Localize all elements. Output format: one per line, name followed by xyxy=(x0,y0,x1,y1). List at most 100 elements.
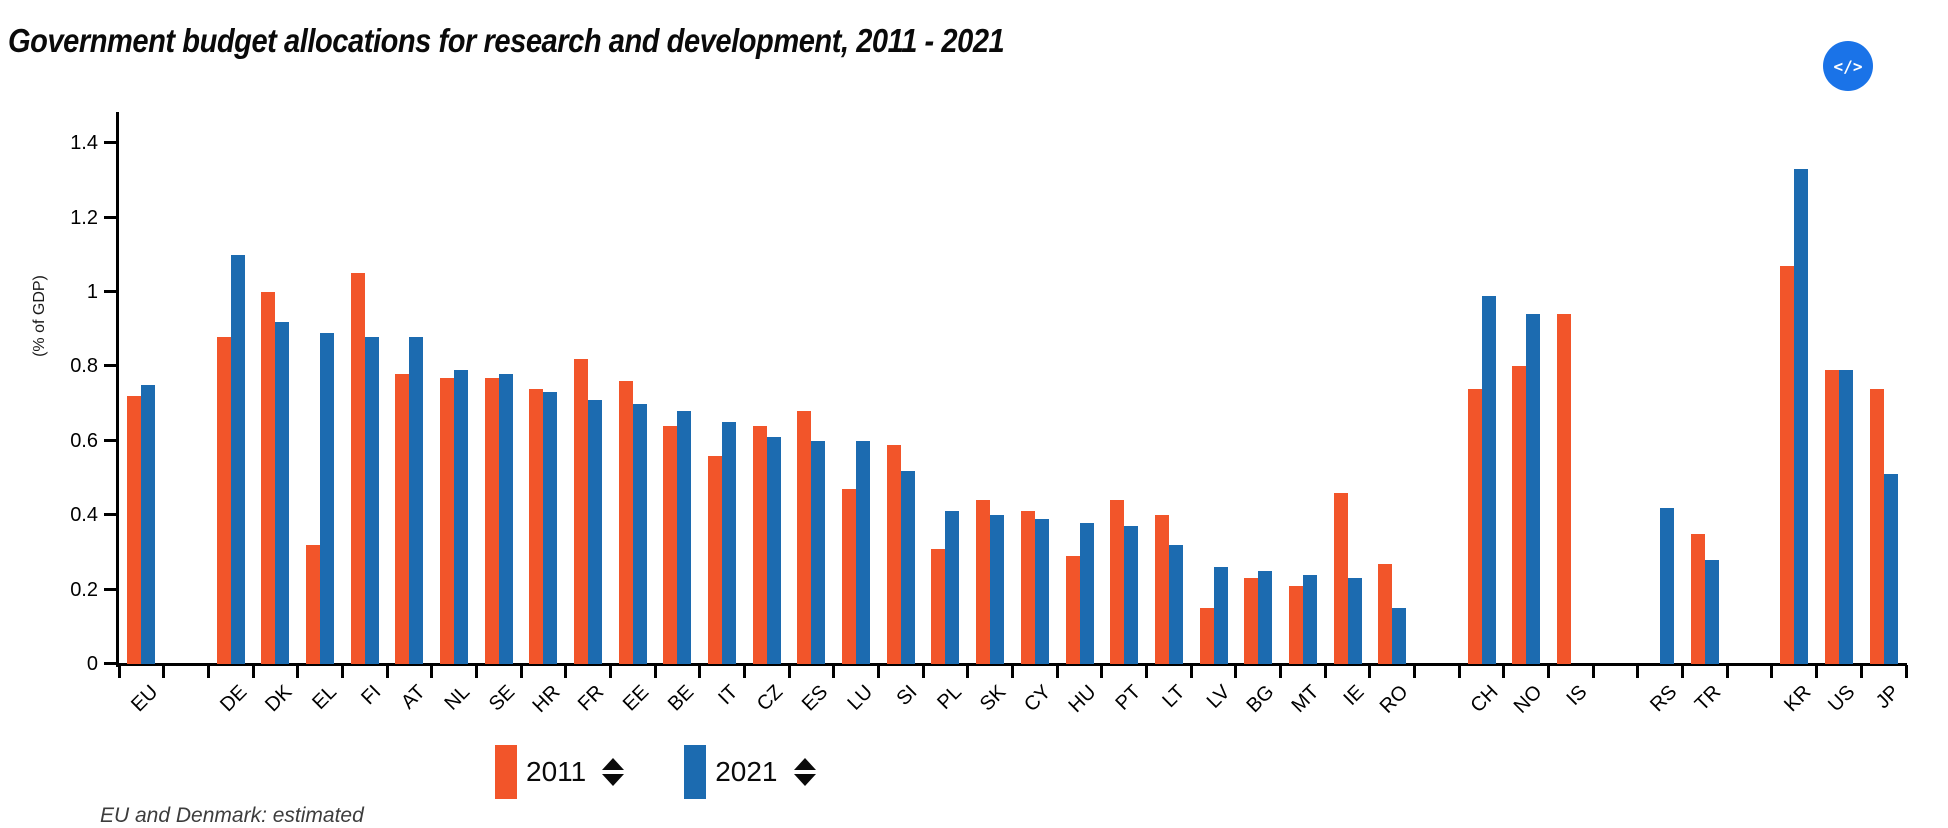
bar-2021-EL[interactable] xyxy=(320,332,335,664)
bar-2021-IT[interactable] xyxy=(722,422,737,664)
bar-2021-EE[interactable] xyxy=(632,403,647,664)
x-category-label-HR: HR xyxy=(527,681,564,717)
x-category-label-CZ: CZ xyxy=(752,681,788,716)
bar-2011-FI[interactable] xyxy=(350,273,365,664)
bar-2021-DK[interactable] xyxy=(275,321,290,664)
bar-2021-CH[interactable] xyxy=(1481,295,1496,664)
bar-2021-BG[interactable] xyxy=(1258,571,1273,664)
bar-2021-SI[interactable] xyxy=(900,470,915,664)
x-category-label-DE: DE xyxy=(216,681,252,717)
bar-2011-ES[interactable] xyxy=(797,411,812,664)
embed-code-button[interactable]: </> xyxy=(1823,41,1873,91)
x-category-label-EU: EU xyxy=(126,681,162,717)
bar-2011-SK[interactable] xyxy=(976,500,991,664)
bar-2021-SK[interactable] xyxy=(990,515,1005,664)
bar-2011-EU[interactable] xyxy=(127,396,142,664)
bar-2011-HU[interactable] xyxy=(1065,556,1080,664)
bar-2021-TR[interactable] xyxy=(1704,559,1719,664)
bar-2011-AT[interactable] xyxy=(395,373,410,664)
x-category-label-SE: SE xyxy=(484,681,520,716)
y-axis-tick xyxy=(104,438,116,442)
y-axis-tick xyxy=(104,215,116,219)
x-axis-tick xyxy=(966,665,970,678)
bar-2021-NO[interactable] xyxy=(1526,314,1541,664)
x-axis-tick xyxy=(787,665,791,678)
x-axis-tick xyxy=(608,665,612,678)
x-category-label-AT: AT xyxy=(397,681,430,714)
bar-2011-JP[interactable] xyxy=(1869,388,1884,664)
bar-2011-IT[interactable] xyxy=(708,455,723,664)
bar-2011-NL[interactable] xyxy=(440,377,455,664)
bar-2011-CH[interactable] xyxy=(1467,388,1482,664)
x-category-label-LT: LT xyxy=(1158,681,1190,713)
bar-2021-DE[interactable] xyxy=(230,254,245,664)
bar-2011-LV[interactable] xyxy=(1199,608,1214,664)
bar-2011-IS[interactable] xyxy=(1556,314,1571,664)
x-axis-tick xyxy=(1279,665,1283,678)
bar-2011-BE[interactable] xyxy=(663,425,678,664)
bar-2011-RO[interactable] xyxy=(1378,563,1393,664)
bar-2021-AT[interactable] xyxy=(409,336,424,664)
sort-2011-button[interactable] xyxy=(602,758,625,786)
bar-2011-KR[interactable] xyxy=(1780,265,1795,664)
bar-2011-LU[interactable] xyxy=(842,489,857,664)
x-axis-tick xyxy=(1368,665,1372,678)
bar-2021-RS[interactable] xyxy=(1660,507,1675,664)
bar-2021-LU[interactable] xyxy=(856,440,871,664)
bar-2021-PL[interactable] xyxy=(945,511,960,664)
bar-2021-ES[interactable] xyxy=(811,440,826,664)
bar-2011-CZ[interactable] xyxy=(752,425,767,664)
x-axis-tick xyxy=(1457,665,1461,678)
bar-2021-CZ[interactable] xyxy=(766,437,781,664)
bar-2011-EL[interactable] xyxy=(306,544,321,664)
bar-2021-BE[interactable] xyxy=(677,411,692,664)
y-axis-tick xyxy=(104,141,116,145)
bar-2021-HR[interactable] xyxy=(543,392,558,664)
bar-2011-SE[interactable] xyxy=(484,377,499,664)
bar-2011-IE[interactable] xyxy=(1333,492,1348,664)
bar-2021-FI[interactable] xyxy=(364,336,379,664)
bar-2011-DE[interactable] xyxy=(216,336,231,664)
x-category-label-IS: IS xyxy=(1562,681,1592,710)
bar-2011-NO[interactable] xyxy=(1512,366,1527,664)
bar-2021-SE[interactable] xyxy=(498,373,513,664)
x-axis-tick xyxy=(1011,665,1014,678)
bar-2011-PL[interactable] xyxy=(931,548,946,664)
bar-2021-HU[interactable] xyxy=(1079,522,1094,664)
bar-2011-US[interactable] xyxy=(1824,370,1839,664)
bar-2011-DK[interactable] xyxy=(261,292,276,664)
bar-2021-FR[interactable] xyxy=(588,399,603,664)
legend-swatch-2011 xyxy=(495,745,517,799)
bar-2021-LV[interactable] xyxy=(1213,567,1228,664)
sort-2021-button[interactable] xyxy=(793,758,816,786)
bar-2021-PT[interactable] xyxy=(1124,526,1139,664)
bar-2011-SI[interactable] xyxy=(886,444,901,664)
bar-2021-MT[interactable] xyxy=(1302,574,1317,664)
x-axis-tick xyxy=(1323,665,1327,678)
bar-2011-TR[interactable] xyxy=(1690,533,1705,664)
x-category-label-PL: PL xyxy=(933,681,967,714)
bar-2021-US[interactable] xyxy=(1838,370,1853,664)
bar-2011-CY[interactable] xyxy=(1020,511,1035,664)
x-axis-tick xyxy=(1189,665,1193,678)
bar-2021-RO[interactable] xyxy=(1392,608,1407,664)
bar-2021-CY[interactable] xyxy=(1034,518,1049,664)
bar-2011-HR[interactable] xyxy=(529,388,544,664)
x-category-label-FR: FR xyxy=(574,681,609,716)
bar-2021-IE[interactable] xyxy=(1347,578,1362,664)
bar-2011-MT[interactable] xyxy=(1288,585,1303,664)
bar-2021-KR[interactable] xyxy=(1794,169,1809,664)
bar-2011-FR[interactable] xyxy=(574,358,589,664)
x-axis-tick xyxy=(1815,665,1819,678)
x-axis-tick xyxy=(206,665,210,678)
bar-2021-NL[interactable] xyxy=(454,370,469,664)
x-axis-tick xyxy=(117,665,121,678)
bar-2011-LT[interactable] xyxy=(1154,515,1169,664)
bar-2011-PT[interactable] xyxy=(1110,500,1125,664)
bar-2021-EU[interactable] xyxy=(141,385,156,664)
bar-2011-BG[interactable] xyxy=(1244,578,1259,664)
bar-2021-JP[interactable] xyxy=(1883,474,1898,664)
bar-2011-EE[interactable] xyxy=(618,381,633,664)
bar-2021-LT[interactable] xyxy=(1168,544,1183,664)
